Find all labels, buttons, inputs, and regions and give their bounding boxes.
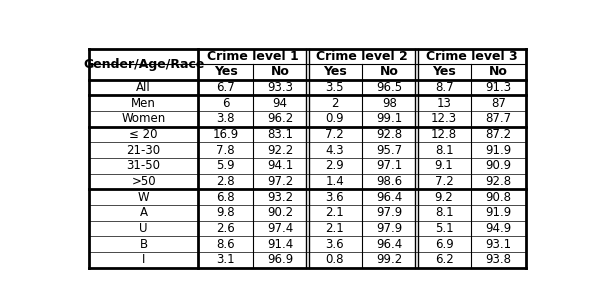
Text: 92.8: 92.8 bbox=[376, 128, 403, 141]
Text: 2: 2 bbox=[331, 97, 338, 110]
Text: All: All bbox=[136, 81, 151, 94]
Text: 97.1: 97.1 bbox=[376, 159, 403, 172]
Text: 3.8: 3.8 bbox=[216, 112, 235, 125]
Text: 97.2: 97.2 bbox=[267, 175, 293, 188]
Text: 31-50: 31-50 bbox=[127, 159, 161, 172]
Text: 5.1: 5.1 bbox=[435, 222, 454, 235]
Text: 94.1: 94.1 bbox=[267, 159, 293, 172]
Text: 8.6: 8.6 bbox=[216, 238, 235, 251]
Text: 98: 98 bbox=[382, 97, 397, 110]
Text: 2.6: 2.6 bbox=[216, 222, 235, 235]
Text: Yes: Yes bbox=[214, 65, 238, 78]
Text: 3.6: 3.6 bbox=[326, 191, 344, 204]
Text: 93.2: 93.2 bbox=[267, 191, 293, 204]
Text: 6.9: 6.9 bbox=[435, 238, 454, 251]
Text: 99.1: 99.1 bbox=[376, 112, 403, 125]
Text: 87: 87 bbox=[491, 97, 506, 110]
Text: Crime level 3: Crime level 3 bbox=[425, 50, 517, 63]
Text: 13: 13 bbox=[437, 97, 452, 110]
Text: 1.4: 1.4 bbox=[325, 175, 344, 188]
Text: 87.7: 87.7 bbox=[485, 112, 512, 125]
Text: 3.6: 3.6 bbox=[326, 238, 344, 251]
Text: 96.2: 96.2 bbox=[267, 112, 293, 125]
Text: Crime level 1: Crime level 1 bbox=[207, 50, 299, 63]
Text: 96.4: 96.4 bbox=[376, 238, 403, 251]
Text: 0.8: 0.8 bbox=[326, 253, 344, 266]
Text: 6: 6 bbox=[222, 97, 229, 110]
Text: 4.3: 4.3 bbox=[326, 144, 344, 157]
Text: 91.3: 91.3 bbox=[485, 81, 512, 94]
Text: 97.9: 97.9 bbox=[376, 206, 403, 219]
Text: 83.1: 83.1 bbox=[267, 128, 293, 141]
Text: 12.3: 12.3 bbox=[431, 112, 457, 125]
Text: 9.8: 9.8 bbox=[216, 206, 235, 219]
Text: B: B bbox=[140, 238, 148, 251]
Text: 5.9: 5.9 bbox=[216, 159, 235, 172]
Text: 95.7: 95.7 bbox=[376, 144, 403, 157]
Text: 21-30: 21-30 bbox=[127, 144, 161, 157]
Text: 3.5: 3.5 bbox=[326, 81, 344, 94]
Text: 8.1: 8.1 bbox=[435, 144, 454, 157]
Text: U: U bbox=[139, 222, 148, 235]
Text: 91.4: 91.4 bbox=[267, 238, 293, 251]
Text: 90.8: 90.8 bbox=[486, 191, 512, 204]
Text: 16.9: 16.9 bbox=[212, 128, 239, 141]
Text: 7.2: 7.2 bbox=[325, 128, 344, 141]
Text: No: No bbox=[380, 65, 399, 78]
Text: 87.2: 87.2 bbox=[485, 128, 512, 141]
Text: 8.7: 8.7 bbox=[435, 81, 454, 94]
Text: 97.9: 97.9 bbox=[376, 222, 403, 235]
Text: 93.1: 93.1 bbox=[485, 238, 512, 251]
Text: 94: 94 bbox=[272, 97, 287, 110]
Text: 6.2: 6.2 bbox=[435, 253, 454, 266]
Text: 97.4: 97.4 bbox=[267, 222, 293, 235]
Text: 91.9: 91.9 bbox=[485, 206, 512, 219]
Text: ≤ 20: ≤ 20 bbox=[130, 128, 158, 141]
Text: Women: Women bbox=[121, 112, 166, 125]
Text: Gender/Age/Race: Gender/Age/Race bbox=[83, 58, 204, 71]
Text: 12.8: 12.8 bbox=[431, 128, 457, 141]
Text: 90.9: 90.9 bbox=[485, 159, 512, 172]
Text: 3.1: 3.1 bbox=[216, 253, 235, 266]
Text: Crime level 2: Crime level 2 bbox=[316, 50, 408, 63]
Text: 6.8: 6.8 bbox=[216, 191, 235, 204]
Text: 96.4: 96.4 bbox=[376, 191, 403, 204]
Text: 96.5: 96.5 bbox=[376, 81, 403, 94]
Text: 9.2: 9.2 bbox=[435, 191, 454, 204]
Text: W: W bbox=[138, 191, 149, 204]
Text: 9.1: 9.1 bbox=[435, 159, 454, 172]
Text: 93.8: 93.8 bbox=[486, 253, 512, 266]
Text: Yes: Yes bbox=[323, 65, 347, 78]
Text: 2.1: 2.1 bbox=[325, 206, 344, 219]
Text: Men: Men bbox=[131, 97, 156, 110]
Text: 99.2: 99.2 bbox=[376, 253, 403, 266]
Text: 2.9: 2.9 bbox=[325, 159, 344, 172]
Text: >50: >50 bbox=[131, 175, 156, 188]
Text: 0.9: 0.9 bbox=[326, 112, 344, 125]
Text: 92.8: 92.8 bbox=[485, 175, 512, 188]
Text: 93.3: 93.3 bbox=[267, 81, 293, 94]
Text: 7.2: 7.2 bbox=[435, 175, 454, 188]
Text: No: No bbox=[489, 65, 508, 78]
Text: 2.1: 2.1 bbox=[325, 222, 344, 235]
Text: 2.8: 2.8 bbox=[216, 175, 235, 188]
Text: 90.2: 90.2 bbox=[267, 206, 293, 219]
Text: 6.7: 6.7 bbox=[216, 81, 235, 94]
Text: A: A bbox=[140, 206, 148, 219]
Text: Yes: Yes bbox=[432, 65, 456, 78]
Text: 8.1: 8.1 bbox=[435, 206, 454, 219]
Text: 98.6: 98.6 bbox=[376, 175, 403, 188]
Text: 94.9: 94.9 bbox=[485, 222, 512, 235]
Text: 96.9: 96.9 bbox=[267, 253, 293, 266]
Text: I: I bbox=[142, 253, 145, 266]
Text: 7.8: 7.8 bbox=[216, 144, 235, 157]
Text: 92.2: 92.2 bbox=[267, 144, 293, 157]
Text: 91.9: 91.9 bbox=[485, 144, 512, 157]
Text: No: No bbox=[271, 65, 290, 78]
